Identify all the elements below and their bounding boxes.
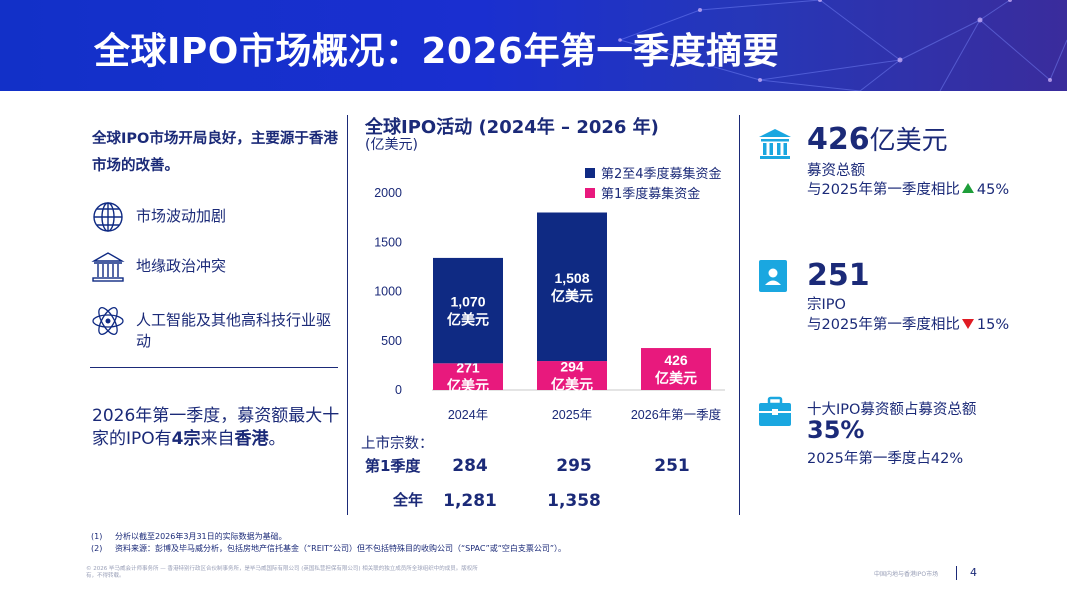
note-highlight-count: 4宗 <box>171 429 201 449</box>
bar-data-label: 亿美元 <box>447 312 489 328</box>
driver-label: 地缘政治冲突 <box>136 257 227 275</box>
listing-count-2024-full-year: 1,281 <box>443 491 497 511</box>
footnote-number: (2) <box>91 544 103 553</box>
note-text: 2026年第一季度，募资额最大十家的IPO有 <box>92 406 340 449</box>
bar-q2-q4-1 <box>537 212 607 362</box>
bar-data-label: 1,508 <box>554 270 589 286</box>
legend-item-q1: 第1季度募集资金 <box>585 183 700 202</box>
bar-data-label: 亿美元 <box>551 288 593 304</box>
network-background-graphic <box>618 0 1067 91</box>
top-ten-note: 2026年第一季度，募资额最大十家的IPO有4宗来自香港。 <box>92 405 342 451</box>
chart-unit-label: (亿美元) <box>365 137 418 153</box>
kpi-label: 十大IPO募资额占募资总额 <box>807 402 977 418</box>
kpi-change-prefix: 与2025年第一季度相比 <box>807 317 960 333</box>
kpi-change-value: 15% <box>976 317 1010 333</box>
bar-q1-1 <box>537 361 607 390</box>
kpi-change-line: 与2025年第一季度相比 45% <box>807 178 1009 199</box>
y-tick-label: 1500 <box>374 235 402 249</box>
column-divider <box>739 115 740 515</box>
footer-source: 中国内地与香港IPO市场 <box>874 571 939 578</box>
kpi-unit: 亿美元 <box>869 126 948 156</box>
y-tick-label: 1000 <box>374 285 402 299</box>
bar-data-label: 亿美元 <box>551 377 593 393</box>
kpi-change-line: 与2025年第一季度相比 15% <box>807 313 1009 334</box>
x-tick-label: 2025年 <box>552 408 592 422</box>
column-divider <box>347 115 348 515</box>
bar-q1-0 <box>433 363 503 390</box>
capitol-building-icon <box>91 252 125 282</box>
bar-data-label: 1,070 <box>450 294 485 310</box>
legend-swatch <box>585 187 595 198</box>
legend-item-q2-q4: 第2至4季度募集资金 <box>585 163 722 182</box>
driver-item-geopolitics: 地缘政治冲突 <box>90 249 336 285</box>
ipo-activity-chart: 0 500 1000 1500 2000 271 亿美元 294 亿美元 426 亿美元 1,070 亿… <box>374 186 725 422</box>
y-tick-label: 500 <box>381 334 402 348</box>
globe-icon <box>93 202 123 232</box>
driver-label: 人工智能及其他高科技行业驱动 <box>136 311 332 350</box>
listing-count-2026-q1: 251 <box>654 456 690 476</box>
chart-title: 全球IPO活动 (2024年 – 2026 年) <box>365 117 659 138</box>
page-title: 全球IPO市场概况：2026年第一季度摘要 <box>94 31 780 72</box>
kpi-value: 251 <box>807 258 870 293</box>
kpi-top-ten-share: 35% <box>807 416 865 444</box>
listing-count-2025-q1: 295 <box>556 456 592 476</box>
arrow-down-icon <box>961 319 974 329</box>
footnote-text: 资料来源：彭博及毕马威分析，包括房地产信托基金（“REIT”公司）但不包括特殊目… <box>115 544 567 553</box>
header-banner: 全球IPO市场概况：2026年第一季度摘要 <box>0 0 1067 91</box>
row-label-full-year: 全年 <box>393 491 424 509</box>
intro-text: 全球IPO市场开局良好，主要源于香港市场的改善。 <box>92 131 338 174</box>
bar-data-label: 294 <box>560 359 584 375</box>
bar-q2-q4-0 <box>433 257 503 364</box>
kpi-total-proceeds: 426亿美元 <box>807 120 948 157</box>
legend-label: 第1季度募集资金 <box>601 187 701 202</box>
bar-q1-2 <box>641 348 711 390</box>
footnote-number: (1) <box>91 532 103 541</box>
footnote-text: 分析以截至2026年3月31日的实际数据为基础。 <box>115 532 287 541</box>
kpi-change-value: 45% <box>976 182 1010 198</box>
x-tick-label: 2024年 <box>448 408 488 422</box>
arrow-up-icon <box>961 183 974 193</box>
kpi-change-prefix: 与2025年第一季度相比 <box>807 182 960 198</box>
x-tick-label: 2026年第一季度 <box>631 407 722 422</box>
bank-icon <box>759 129 791 159</box>
briefcase-icon <box>759 396 791 426</box>
note-text: 。 <box>268 429 286 449</box>
id-card-icon <box>759 260 787 292</box>
listing-count-2025-full-year: 1,358 <box>547 491 601 511</box>
kpi-compare-line: 2025年第一季度占42% <box>807 451 964 467</box>
kpi-label: 募资总额 <box>807 163 865 179</box>
legend-label: 第2至4季度募集资金 <box>601 167 722 182</box>
note-highlight-market: 香港 <box>234 429 269 449</box>
y-tick-label: 0 <box>395 383 402 397</box>
bar-data-label: 亿美元 <box>655 370 697 386</box>
note-text: 来自 <box>200 429 235 449</box>
driver-item-volatility: 市场波动加剧 <box>90 199 336 235</box>
kpi-value: 426 <box>807 122 870 157</box>
atom-icon <box>92 307 124 335</box>
footer-divider <box>956 566 957 580</box>
page-number: 4 <box>970 566 977 579</box>
listing-count-title: 上市宗数： <box>361 436 434 452</box>
footnote-1: (1) 分析以截至2026年3月31日的实际数据为基础。 <box>91 531 287 542</box>
driver-label: 市场波动加剧 <box>136 207 227 225</box>
bar-data-label: 426 <box>664 352 688 368</box>
divider <box>90 367 338 368</box>
bar-data-label: 亿美元 <box>447 378 489 394</box>
copyright-text: © 2026 毕马威会计师事务所 — 香港特别行政区合伙制事务所，是毕马威国际有… <box>86 566 478 579</box>
row-label-q1: 第1季度 <box>365 457 421 475</box>
legend-swatch <box>585 167 595 178</box>
kpi-label: 宗IPO <box>807 297 846 313</box>
y-tick-label: 2000 <box>374 186 402 200</box>
driver-item-ai-tech: 人工智能及其他高科技行业驱动 <box>90 303 336 352</box>
bar-data-label: 271 <box>456 360 480 376</box>
kpi-ipo-count: 251 <box>807 258 870 293</box>
listing-count-2024-q1: 284 <box>452 456 488 476</box>
footnote-2: (2) 资料来源：彭博及毕马威分析，包括房地产信托基金（“REIT”公司）但不包括… <box>91 543 566 554</box>
